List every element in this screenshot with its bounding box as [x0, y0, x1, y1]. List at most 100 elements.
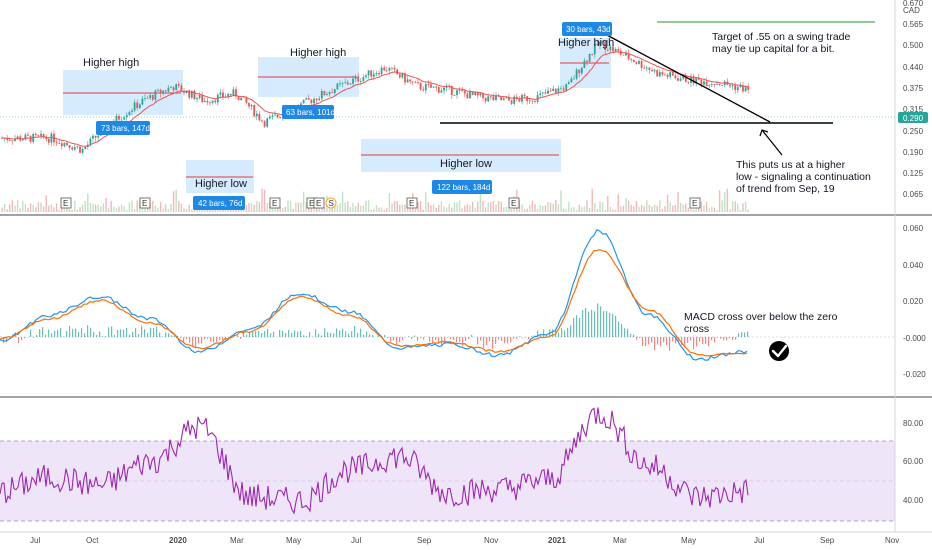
macd-histogram-bar — [132, 331, 134, 337]
earnings-marker-icon[interactable] — [139, 197, 151, 209]
higher-high-label[interactable]: Higher high — [83, 57, 139, 69]
volume-bar — [596, 209, 599, 212]
volume-bar — [555, 200, 557, 212]
volume-bar — [705, 201, 708, 212]
candle-body — [136, 102, 139, 109]
macd-histogram-bar — [525, 337, 527, 338]
time-tick: Nov — [484, 536, 498, 545]
volume-bar — [74, 200, 76, 212]
earnings-marker-icon[interactable] — [60, 197, 72, 209]
candle-body — [40, 133, 42, 136]
candle-body — [21, 139, 24, 141]
candle-body — [170, 87, 172, 89]
macd-histogram-bar — [198, 337, 200, 344]
higher-high-label[interactable]: Higher high — [558, 37, 614, 49]
macd-note[interactable]: MACD cross over below the zero cross — [684, 311, 838, 335]
volume-bar — [276, 207, 279, 212]
volume-bar — [479, 189, 482, 212]
volume-bar — [87, 193, 89, 212]
macd-histogram-bar — [483, 337, 485, 348]
volume-bar — [81, 204, 84, 212]
volume-bar — [53, 207, 55, 212]
macd-histogram-bar — [489, 337, 491, 342]
candle-body — [68, 145, 71, 148]
macd-histogram-bar — [633, 334, 635, 337]
dividend-marker-icon[interactable] — [325, 197, 337, 209]
earnings-marker-icon[interactable] — [689, 197, 701, 209]
volume-bar — [505, 206, 508, 212]
rsi-panel[interactable] — [0, 440, 895, 522]
macd-histogram-bar — [537, 330, 539, 337]
volume-bar — [409, 208, 411, 212]
macd-histogram-bar — [54, 330, 56, 337]
candle-body — [432, 86, 435, 88]
volume-bar — [243, 207, 245, 212]
candle-body — [320, 90, 323, 99]
candle-body — [710, 84, 713, 86]
time-tick: Jul — [30, 536, 40, 545]
volume-bar — [48, 205, 50, 212]
volume-bar — [3, 204, 6, 212]
right-axis[interactable]: CAD 0.670 0.565 0.500 0.440 0.375 0.315 … — [894, 0, 928, 532]
time-axis[interactable]: Jul Oct 2020 Mar May Jul Sep Nov 2021 Ma… — [0, 531, 932, 545]
macd-histogram-bar — [684, 337, 686, 348]
volume-bar — [497, 201, 500, 212]
volume-bar — [435, 207, 437, 212]
volume-bar — [115, 208, 118, 212]
macd-histogram-bar — [186, 337, 188, 340]
range-badge[interactable] — [562, 22, 612, 36]
note-line: may tie up capital for a bit. — [712, 43, 835, 55]
earnings-marker-icon[interactable] — [508, 197, 520, 209]
macd-histogram-bar — [411, 337, 413, 339]
macd-histogram-bar — [114, 334, 116, 337]
macd-histogram-bar — [294, 330, 296, 337]
volume-bar — [37, 202, 40, 212]
volume-bar — [209, 209, 211, 212]
candle-body — [736, 86, 739, 91]
candle-body — [617, 48, 620, 51]
candle-body — [196, 97, 198, 100]
macd-histogram-bar — [183, 337, 185, 343]
range-badge[interactable] — [193, 196, 245, 210]
macd-histogram-bar — [126, 327, 128, 337]
macd-histogram-bar — [318, 333, 320, 337]
rsi-tick: 40.00 — [903, 496, 924, 505]
higher-high-label[interactable]: Higher high — [290, 47, 346, 59]
volume-bar — [443, 206, 445, 212]
range-badge-label: 42 bars, 76d — [198, 199, 242, 208]
resistance-trendline[interactable] — [604, 33, 771, 123]
macd-histogram-bar — [204, 337, 206, 339]
candle-body — [237, 96, 240, 101]
candle-body — [697, 77, 700, 80]
volume-bar — [612, 209, 614, 212]
volume-bar — [401, 204, 404, 212]
higher-low-label[interactable]: Higher low — [195, 178, 247, 190]
earnings-marker-icon[interactable] — [269, 197, 281, 209]
target-note[interactable]: Target of .55 on a swing trade may tie up… — [712, 31, 850, 55]
candle-body — [632, 59, 635, 63]
earnings-marker-icon[interactable] — [313, 197, 325, 209]
candle-body — [599, 41, 601, 46]
macd-histogram-bar — [102, 336, 104, 337]
candle-body — [513, 96, 516, 104]
higher-low-label[interactable]: Higher low — [440, 158, 492, 170]
candle-body — [393, 67, 396, 70]
volume-bar — [344, 202, 346, 212]
volume-bar — [76, 209, 79, 212]
volume-bar — [388, 193, 391, 212]
volume-bar — [664, 206, 666, 212]
candle-body — [500, 96, 503, 101]
candle-body — [279, 117, 282, 119]
higher-low-note[interactable]: This puts us at a higher low - signaling … — [736, 159, 871, 195]
candle-body — [255, 113, 258, 117]
range-badge[interactable] — [282, 105, 334, 119]
macd-histogram-bar — [600, 306, 602, 337]
earnings-marker-icon[interactable] — [406, 197, 418, 209]
macd-histogram-bar — [213, 337, 215, 343]
range-badge[interactable] — [432, 180, 492, 194]
range-badge[interactable] — [96, 121, 150, 135]
candle-body — [703, 81, 705, 85]
volume-bar — [19, 208, 21, 212]
candle-body — [245, 96, 248, 103]
candle-body — [326, 94, 328, 96]
